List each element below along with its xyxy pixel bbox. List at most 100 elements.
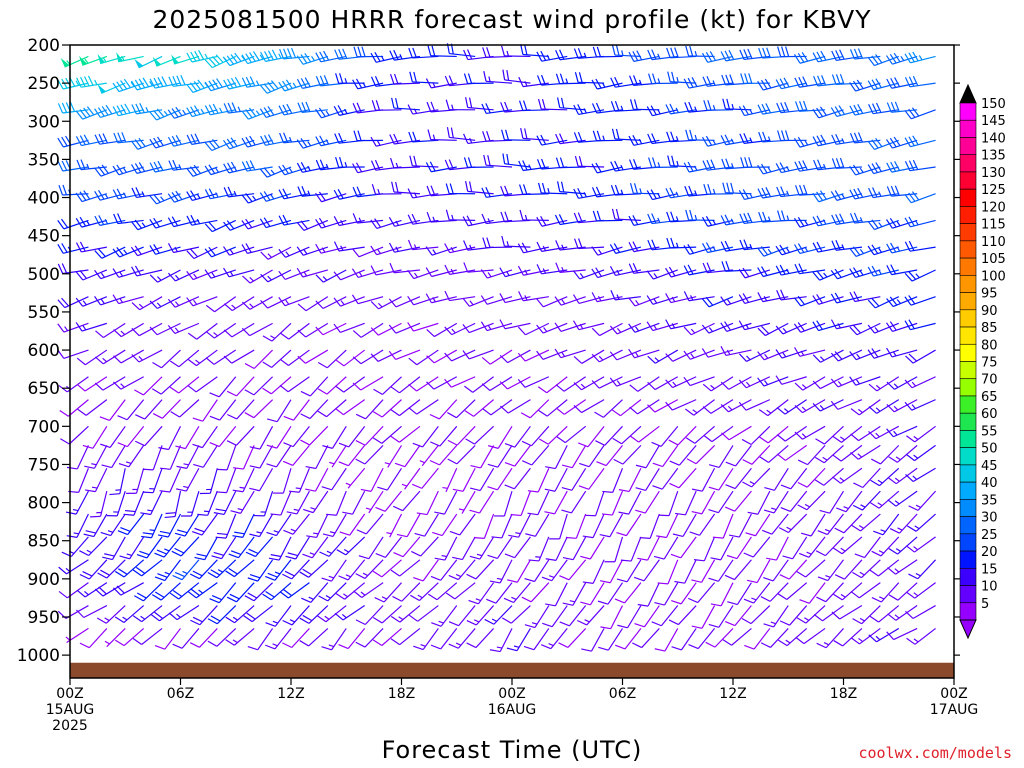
barb-full: [867, 299, 876, 309]
barb-staff: [451, 376, 476, 388]
barb-full: [466, 642, 477, 649]
wind-barb: [702, 159, 734, 171]
barb-full: [666, 131, 671, 142]
barb-full: [689, 531, 700, 536]
barb-full: [720, 296, 728, 306]
wind-barb: [75, 190, 108, 203]
barb-full: [628, 348, 636, 359]
barb-staff: [78, 468, 89, 493]
barb-staff: [578, 322, 605, 331]
barb-staff: [856, 322, 881, 336]
wind-barb: [171, 54, 200, 65]
barb-full: [299, 640, 309, 647]
barb-half: [801, 433, 807, 438]
wind-barb: [244, 376, 274, 396]
barb-full: [501, 129, 506, 140]
wind-barb: [142, 468, 163, 494]
barb-full: [430, 185, 436, 196]
barb-staff: [178, 582, 200, 600]
barb-half: [432, 216, 436, 222]
barb-full: [867, 266, 874, 277]
wind-barb: [574, 155, 605, 168]
barb-full: [445, 183, 450, 194]
barb-full: [781, 210, 786, 221]
barb-full: [912, 75, 919, 86]
wind-barb: [667, 155, 697, 168]
wind-barb: [157, 513, 182, 538]
barb-half: [915, 504, 922, 508]
barb-full: [225, 639, 235, 646]
barb-full: [559, 49, 565, 60]
barb-staff: [695, 444, 716, 465]
barb-full: [301, 597, 312, 603]
barb-full: [738, 353, 747, 362]
barb-full: [669, 482, 680, 489]
barb-full: [338, 643, 349, 650]
barb-full: [620, 559, 632, 562]
barb-full: [912, 51, 919, 62]
barb-staff: [892, 296, 918, 308]
barb-staff: [312, 490, 329, 513]
barb-full: [360, 488, 372, 492]
wind-barb: [482, 131, 513, 142]
barb-staff: [276, 425, 292, 449]
barb-full: [886, 162, 893, 173]
barb-staff: [358, 269, 384, 279]
barb-half: [858, 408, 863, 414]
barb-staff: [444, 536, 458, 561]
barb-full: [545, 603, 556, 607]
wind-barb: [618, 468, 642, 493]
wind-barb: [186, 269, 218, 281]
barb-staff: [662, 445, 679, 467]
wind-barb: [473, 513, 495, 539]
barb-staff: [139, 296, 163, 311]
barb-staff: [454, 582, 476, 600]
barb-full: [396, 533, 408, 538]
barb-full: [887, 499, 897, 507]
barb-full: [726, 182, 731, 194]
barb-full: [241, 220, 249, 230]
barb-full: [834, 268, 842, 278]
wind-barb: [665, 376, 697, 389]
barb-half: [285, 251, 290, 257]
barb-staff: [495, 582, 513, 604]
wind-barb: [154, 536, 181, 558]
barb-half: [325, 139, 330, 145]
barb-full: [130, 221, 139, 231]
barb-staff: [547, 425, 568, 445]
y-tick-label: 350: [28, 150, 60, 170]
wind-barb: [191, 513, 218, 536]
barb-full: [578, 72, 583, 83]
barb-staff: [581, 399, 605, 414]
barb-full: [75, 242, 82, 253]
barb-staff: [769, 582, 789, 602]
barb-staff: [136, 269, 163, 277]
wind-barb: [757, 163, 789, 175]
barb-half: [638, 138, 643, 145]
wind-barb: [600, 605, 624, 630]
barb-full: [555, 73, 561, 84]
barb-full: [225, 570, 235, 578]
barb-staff: [468, 349, 494, 360]
barb-full: [521, 242, 528, 253]
barb-full: [409, 71, 413, 83]
barb-full: [228, 553, 239, 559]
barb-staff: [670, 322, 697, 330]
barb-half: [746, 355, 751, 361]
barb-full: [684, 102, 690, 113]
barb-full: [871, 550, 882, 557]
barb-full: [886, 428, 894, 438]
barb-full: [708, 509, 719, 514]
barb-half: [785, 639, 791, 644]
barb-full: [813, 75, 819, 87]
wind-barb: [445, 582, 476, 600]
wind-barb: [315, 322, 347, 336]
wind-barb: [760, 582, 789, 602]
wind-barb: [355, 605, 384, 626]
colorbar-label: 40: [981, 476, 998, 491]
barb-half: [140, 615, 146, 620]
barb-full: [136, 592, 147, 599]
barb-full: [647, 239, 653, 251]
wind-barb: [342, 490, 366, 515]
barb-full: [666, 47, 671, 59]
